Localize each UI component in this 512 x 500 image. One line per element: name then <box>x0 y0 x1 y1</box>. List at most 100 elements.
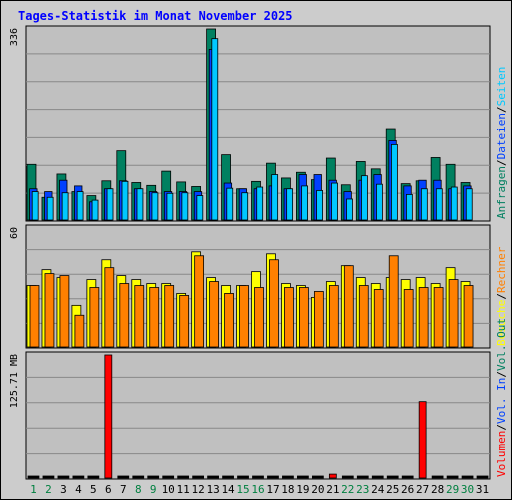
x-tick-label: 23 <box>356 483 369 496</box>
bar-volumen-day-22 <box>341 475 354 479</box>
bar-volumen-day-1 <box>27 475 40 479</box>
panel-hits: 336 <box>9 25 491 222</box>
bar-volumen-day-4 <box>72 475 85 479</box>
bar-seiten-day-17 <box>271 174 279 221</box>
bar-rechner-day-12 <box>194 255 205 348</box>
bar-rechner-day-19 <box>299 287 309 348</box>
bar-seiten-day-2 <box>46 196 54 221</box>
bar-volumen-day-19 <box>297 475 309 479</box>
x-tick-label: 21 <box>326 483 339 496</box>
legend-entry-seiten: Seiten <box>495 67 508 107</box>
x-tick-label: 13 <box>206 483 219 496</box>
chart-title: Tages-Statistik im Monat November 2025 <box>18 9 293 23</box>
bar-seiten-day-1 <box>31 191 39 221</box>
x-tick-label: 11 <box>177 483 190 496</box>
plot-area-volume <box>25 351 491 480</box>
bar-rechner-day-26 <box>403 289 414 348</box>
bar-seiten-day-13 <box>211 38 219 221</box>
x-tick-label: 26 <box>401 483 414 496</box>
bar-seiten-day-30 <box>465 188 473 221</box>
bar-volumen-day-30 <box>461 475 474 479</box>
bar-seiten-day-6 <box>106 188 114 221</box>
bar-seiten-day-12 <box>196 195 204 221</box>
bar-seiten-day-20 <box>316 190 323 221</box>
bar-seiten-day-29 <box>450 186 458 221</box>
bar-rechner-day-4 <box>74 314 85 348</box>
bar-seiten-day-9 <box>151 192 159 221</box>
bar-volumen-day-20 <box>311 475 324 479</box>
legend-entry-volout: Vol. Out <box>495 318 508 371</box>
x-tick-label: 12 <box>192 483 205 496</box>
bar-rechner-day-25 <box>388 255 399 348</box>
bar-rechner-day-21 <box>328 285 339 348</box>
legend-entry-rechner: Rechner <box>495 246 508 293</box>
bar-volumen-day-27 <box>418 401 427 479</box>
bar-volumen-day-26 <box>401 475 414 479</box>
bar-rechner-day-22 <box>343 265 354 348</box>
x-tick-label: 5 <box>90 483 97 496</box>
bar-seiten-day-25 <box>391 143 398 221</box>
bar-volumen-day-17 <box>267 475 279 479</box>
x-tick-label: 14 <box>221 483 235 496</box>
bar-seiten-day-16 <box>256 186 264 221</box>
x-tick-label: 4 <box>75 483 82 496</box>
bar-rechner-day-30 <box>463 285 474 348</box>
x-tick-label: 17 <box>266 483 279 496</box>
x-tick-label: 9 <box>150 483 157 496</box>
x-tick-label: 28 <box>431 483 444 496</box>
bar-seiten-day-10 <box>166 192 174 221</box>
bar-seiten-day-26 <box>405 194 413 221</box>
legend-entry-dateien: Dateien <box>495 113 508 159</box>
bar-rechner-day-28 <box>433 287 444 348</box>
bar-seiten-day-5 <box>91 199 99 221</box>
bar-volumen-day-18 <box>282 475 294 479</box>
bar-rechner-day-9 <box>149 287 160 348</box>
chart-panels: 336 60 125.71 MB <box>9 25 491 480</box>
legend-separator: / <box>495 371 508 378</box>
bar-rechner-day-13 <box>209 281 219 348</box>
bar-rechner-day-16 <box>254 287 264 348</box>
bar-seiten-day-18 <box>286 188 294 221</box>
x-tick-label: 7 <box>120 483 127 496</box>
x-tick-label: 27 <box>416 483 429 496</box>
bar-seiten-day-7 <box>121 180 129 221</box>
bar-rechner-day-11 <box>179 295 190 348</box>
x-tick-label: 22 <box>341 483 354 496</box>
bar-volumen-day-12 <box>192 475 205 479</box>
x-tick-label: 18 <box>281 483 294 496</box>
legend-entry-anfragen: Anfragen <box>495 166 508 219</box>
legend: Anfragen/Dateien/SeitenBesuche/RechnerVo… <box>495 67 508 477</box>
bar-volumen-day-16 <box>252 475 264 479</box>
bar-volumen-day-6 <box>104 354 113 479</box>
legend-entry-volumen: Volumen <box>495 431 508 477</box>
x-tick-label: 19 <box>296 483 309 496</box>
bar-volumen-day-28 <box>431 475 444 479</box>
bar-rechner-day-8 <box>134 285 145 348</box>
x-tick-label: 3 <box>60 483 67 496</box>
x-tick-label: 6 <box>105 483 112 496</box>
legend-separator: / <box>495 106 508 113</box>
bar-volumen-day-23 <box>356 475 369 479</box>
bar-seiten-day-15 <box>241 192 249 221</box>
bar-volumen-day-8 <box>132 475 145 479</box>
bar-volumen-day-3 <box>57 475 70 479</box>
bar-rechner-day-15 <box>239 285 249 348</box>
bar-seiten-day-3 <box>61 192 69 221</box>
bar-seiten-day-19 <box>301 185 308 221</box>
x-tick-label: 20 <box>311 483 324 496</box>
bar-volumen-day-11 <box>177 475 190 479</box>
bar-volumen-day-5 <box>87 475 100 479</box>
bar-volumen-day-7 <box>117 475 130 479</box>
x-tick-label: 15 <box>236 483 249 496</box>
bar-rechner-day-1 <box>29 285 40 348</box>
panel-visits: 60 <box>9 224 491 349</box>
bar-volumen-day-29 <box>446 475 459 479</box>
bar-seiten-day-4 <box>76 191 84 221</box>
bar-rechner-day-29 <box>448 279 459 348</box>
x-tick-label: 2 <box>45 483 52 496</box>
bar-seiten-day-8 <box>136 188 144 221</box>
bar-seiten-day-11 <box>181 192 189 221</box>
bar-rechner-day-27 <box>418 287 429 348</box>
